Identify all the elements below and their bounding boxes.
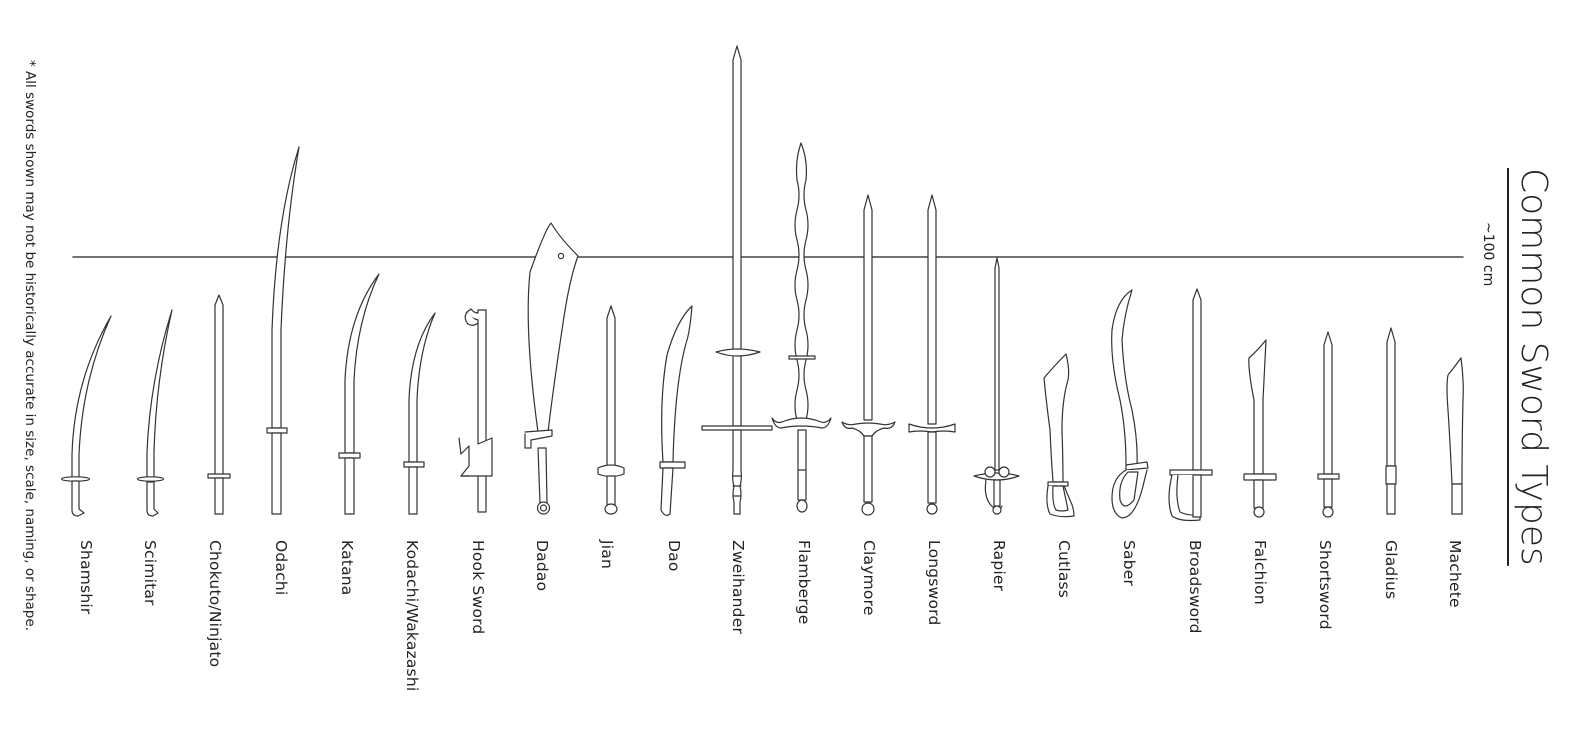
sword-label-saber: Saber — [1120, 540, 1138, 586]
sword-label-scimitar: Scimitar — [141, 540, 159, 606]
sword-label-flamberge: Flamberge — [795, 540, 813, 624]
sword-label-machete: Machete — [1446, 540, 1464, 608]
sword-label-shortsword: Shortsword — [1316, 540, 1334, 630]
sword-label-odachi: Odachi — [272, 540, 290, 595]
sword-label-longsword: Longsword — [925, 540, 943, 625]
sword-label-dao: Dao — [665, 540, 683, 572]
sword-label-katana: Katana — [338, 540, 356, 596]
sword-label-shamshir: Shamshir — [77, 540, 95, 614]
sword-label-kodachi: Kodachi/Wakazashi — [403, 540, 421, 691]
footnote: * All swords shown may not be historical… — [22, 60, 38, 631]
diagram-title: Common Sword Types — [1513, 168, 1554, 566]
reference-line-label: ~100 cm — [1480, 222, 1496, 286]
sword-label-claymore: Claymore — [860, 540, 878, 616]
sword-label-broadsword: Broadsword — [1186, 540, 1204, 634]
sword-label-falchion: Falchion — [1251, 540, 1269, 605]
sword-label-zweihander: Zweihander — [729, 540, 747, 634]
sword-label-rapier: Rapier — [990, 540, 1008, 591]
sword-label-hook-sword: Hook Sword — [469, 540, 487, 634]
sword-label-jian: Jian — [598, 540, 616, 569]
sword-label-chokuto: Chokuto/Ninjato — [206, 540, 224, 667]
sword-label-dadao: Dadao — [533, 540, 551, 591]
sword-label-cutlass: Cutlass — [1055, 540, 1073, 598]
sword-label-gladius: Gladius — [1382, 540, 1400, 599]
